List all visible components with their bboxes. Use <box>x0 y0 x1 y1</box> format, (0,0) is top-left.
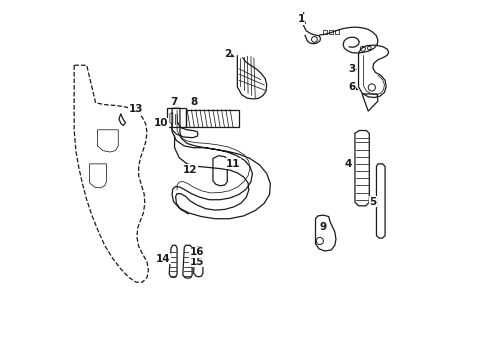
Text: 8: 8 <box>190 97 198 107</box>
Text: 16: 16 <box>189 247 204 257</box>
Text: 15: 15 <box>189 257 204 267</box>
Bar <box>186 110 239 127</box>
Text: 11: 11 <box>225 159 240 169</box>
Text: 12: 12 <box>183 165 197 175</box>
Text: 9: 9 <box>319 222 325 232</box>
Bar <box>322 30 326 34</box>
Text: 2: 2 <box>223 49 230 59</box>
Text: 14: 14 <box>155 254 170 264</box>
Bar <box>328 30 332 34</box>
Text: 3: 3 <box>348 64 355 74</box>
Text: 7: 7 <box>169 97 177 107</box>
Text: 10: 10 <box>154 118 168 128</box>
Text: 5: 5 <box>368 197 376 207</box>
Bar <box>334 30 339 34</box>
Text: 6: 6 <box>348 82 355 93</box>
Text: 1: 1 <box>297 14 304 24</box>
Text: 13: 13 <box>129 104 143 114</box>
Bar <box>167 108 185 127</box>
Text: 4: 4 <box>344 159 351 169</box>
